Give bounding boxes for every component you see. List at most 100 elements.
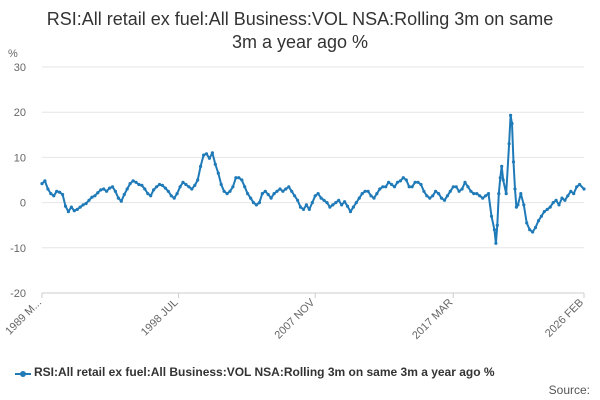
data-point — [178, 185, 182, 189]
data-point — [357, 196, 361, 200]
data-point — [442, 198, 447, 202]
data-point — [307, 207, 311, 211]
data-point — [511, 160, 516, 164]
data-point — [425, 194, 429, 198]
data-point — [431, 194, 435, 198]
data-point — [463, 180, 467, 184]
data-point — [340, 203, 344, 207]
data-point — [122, 192, 126, 197]
data-point — [486, 192, 491, 196]
data-point — [434, 189, 438, 193]
data-point — [569, 189, 573, 193]
data-point — [52, 194, 56, 198]
data-point — [61, 192, 65, 197]
series-points — [40, 113, 586, 245]
data-point — [228, 189, 232, 193]
data-point — [131, 179, 135, 183]
y-tick-label: 20 — [14, 107, 26, 119]
data-point — [72, 209, 76, 213]
data-point — [416, 180, 420, 184]
data-point — [55, 189, 59, 193]
data-point — [516, 203, 520, 207]
data-point — [166, 189, 170, 193]
data-point — [451, 185, 455, 189]
data-point — [582, 187, 586, 191]
data-point — [404, 178, 408, 182]
data-point — [175, 192, 179, 196]
data-point — [207, 156, 211, 160]
data-point — [234, 176, 238, 180]
data-point — [134, 180, 138, 184]
data-point — [119, 199, 123, 203]
data-point — [287, 185, 291, 189]
data-point — [395, 180, 400, 184]
x-tick-label: 2026 FEB — [543, 297, 586, 340]
data-point — [457, 189, 461, 193]
data-point — [316, 192, 320, 196]
data-point — [81, 203, 85, 207]
data-point — [143, 187, 147, 191]
data-point — [99, 188, 103, 192]
data-point — [398, 179, 402, 183]
x-axis-ticks: 1989 M... 1998 JUL 2007 NOV 2017 MAR 2026 FE… — [3, 293, 586, 342]
data-point — [87, 198, 91, 202]
data-point — [257, 201, 261, 205]
data-point — [410, 185, 414, 189]
data-point — [251, 201, 256, 205]
data-point — [184, 182, 188, 187]
data-point — [554, 198, 558, 202]
data-point — [533, 225, 538, 230]
data-point — [542, 210, 546, 214]
data-point — [522, 203, 526, 207]
legend[interactable]: RSI:All retail ex fuel:All Business:VOL … — [0, 365, 600, 381]
data-point — [146, 192, 150, 196]
data-point — [419, 182, 423, 187]
data-point — [407, 185, 411, 189]
data-point — [360, 192, 364, 196]
data-point — [448, 189, 452, 193]
chart-title: RSI:All retail ex fuel:All Business:VOL … — [46, 9, 554, 52]
data-point — [281, 189, 285, 193]
data-point — [413, 180, 417, 184]
data-point — [428, 196, 432, 200]
y-tick-label: 10 — [14, 152, 26, 164]
data-point — [354, 201, 358, 205]
data-point — [199, 164, 203, 168]
data-point — [58, 190, 62, 194]
data-point — [548, 205, 552, 209]
data-point — [492, 228, 496, 232]
data-point — [301, 207, 306, 211]
data-point — [531, 230, 535, 234]
data-point — [110, 185, 115, 189]
data-point — [172, 196, 176, 200]
data-point — [489, 214, 494, 218]
data-point — [500, 164, 504, 168]
y-tick-label: 30 — [14, 62, 26, 74]
data-point — [575, 185, 579, 189]
data-point — [202, 153, 206, 157]
data-point — [363, 189, 367, 193]
source-label: Source: — [548, 383, 590, 397]
data-point — [563, 198, 567, 202]
data-point — [495, 223, 499, 227]
data-point — [387, 180, 391, 184]
data-point — [160, 183, 164, 187]
x-tick-label: 2007 NOV — [273, 296, 318, 341]
data-point — [375, 192, 379, 196]
data-point — [163, 186, 167, 190]
data-point — [528, 228, 532, 232]
data-point — [275, 189, 279, 193]
data-point — [313, 194, 317, 198]
data-point — [501, 178, 505, 182]
data-point — [469, 189, 473, 193]
data-point — [90, 195, 94, 199]
data-point — [437, 192, 441, 196]
data-point — [466, 185, 470, 189]
data-point — [439, 196, 444, 200]
data-point — [69, 205, 73, 209]
data-point — [140, 183, 144, 187]
x-tick-label: 1989 M... — [3, 297, 44, 338]
data-point — [348, 210, 353, 214]
data-point — [551, 201, 555, 205]
data-point — [497, 192, 501, 196]
